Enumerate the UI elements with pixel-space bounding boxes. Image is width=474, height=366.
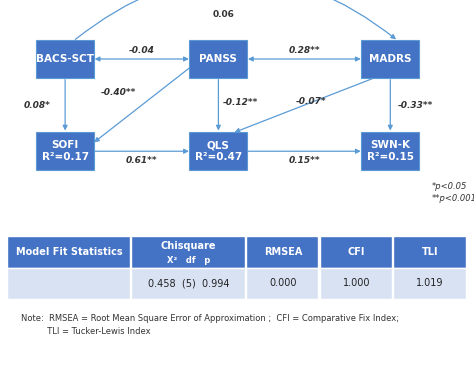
Text: -0.12**: -0.12** <box>223 98 258 107</box>
Text: Chisquare: Chisquare <box>161 241 217 251</box>
FancyBboxPatch shape <box>7 236 130 268</box>
Text: RMSEA: RMSEA <box>264 247 302 257</box>
Text: *p<0.05
**p<0.001: *p<0.05 **p<0.001 <box>432 182 474 203</box>
Text: -0.33**: -0.33** <box>398 101 434 109</box>
FancyBboxPatch shape <box>190 132 247 170</box>
Text: 0.61**: 0.61** <box>126 156 157 165</box>
FancyBboxPatch shape <box>393 268 465 299</box>
FancyBboxPatch shape <box>246 268 319 299</box>
Text: CFI: CFI <box>348 247 365 257</box>
FancyBboxPatch shape <box>36 132 94 170</box>
FancyBboxPatch shape <box>320 236 392 268</box>
Text: -0.07*: -0.07* <box>296 97 327 106</box>
Text: 0.000: 0.000 <box>269 278 297 288</box>
FancyBboxPatch shape <box>393 236 465 268</box>
FancyBboxPatch shape <box>320 268 392 299</box>
Text: 0.06: 0.06 <box>212 10 234 19</box>
FancyBboxPatch shape <box>7 268 130 299</box>
Text: Model Fit Statistics: Model Fit Statistics <box>16 247 122 257</box>
Text: 0.08*: 0.08* <box>24 101 51 109</box>
Text: -0.40**: -0.40** <box>101 88 136 97</box>
Text: 0.458  (5)  0.994: 0.458 (5) 0.994 <box>148 278 229 288</box>
Text: Note:  RMSEA = Root Mean Square Error of Approximation ;  CFI = Comparative Fix : Note: RMSEA = Root Mean Square Error of … <box>21 314 399 336</box>
Text: 1.019: 1.019 <box>416 278 444 288</box>
Text: 0.15**: 0.15** <box>289 156 320 165</box>
FancyBboxPatch shape <box>246 236 319 268</box>
FancyBboxPatch shape <box>190 40 247 78</box>
Text: -0.04: -0.04 <box>129 46 155 55</box>
Text: X²   df   p: X² df p <box>167 256 210 265</box>
Text: 1.000: 1.000 <box>343 278 370 288</box>
FancyBboxPatch shape <box>361 40 419 78</box>
Text: SOFI
R²=0.17: SOFI R²=0.17 <box>42 140 89 163</box>
Text: PANSS: PANSS <box>200 54 237 64</box>
FancyBboxPatch shape <box>131 268 245 299</box>
Text: 0.28**: 0.28** <box>289 46 320 55</box>
Text: QLS
R²=0.47: QLS R²=0.47 <box>195 140 242 163</box>
Text: BACS-SCT: BACS-SCT <box>36 54 94 64</box>
FancyBboxPatch shape <box>36 40 94 78</box>
FancyBboxPatch shape <box>131 236 245 268</box>
FancyBboxPatch shape <box>361 132 419 170</box>
Text: MADRS: MADRS <box>369 54 411 64</box>
Text: SWN-K
R²=0.15: SWN-K R²=0.15 <box>367 140 414 163</box>
Text: TLI: TLI <box>422 247 438 257</box>
